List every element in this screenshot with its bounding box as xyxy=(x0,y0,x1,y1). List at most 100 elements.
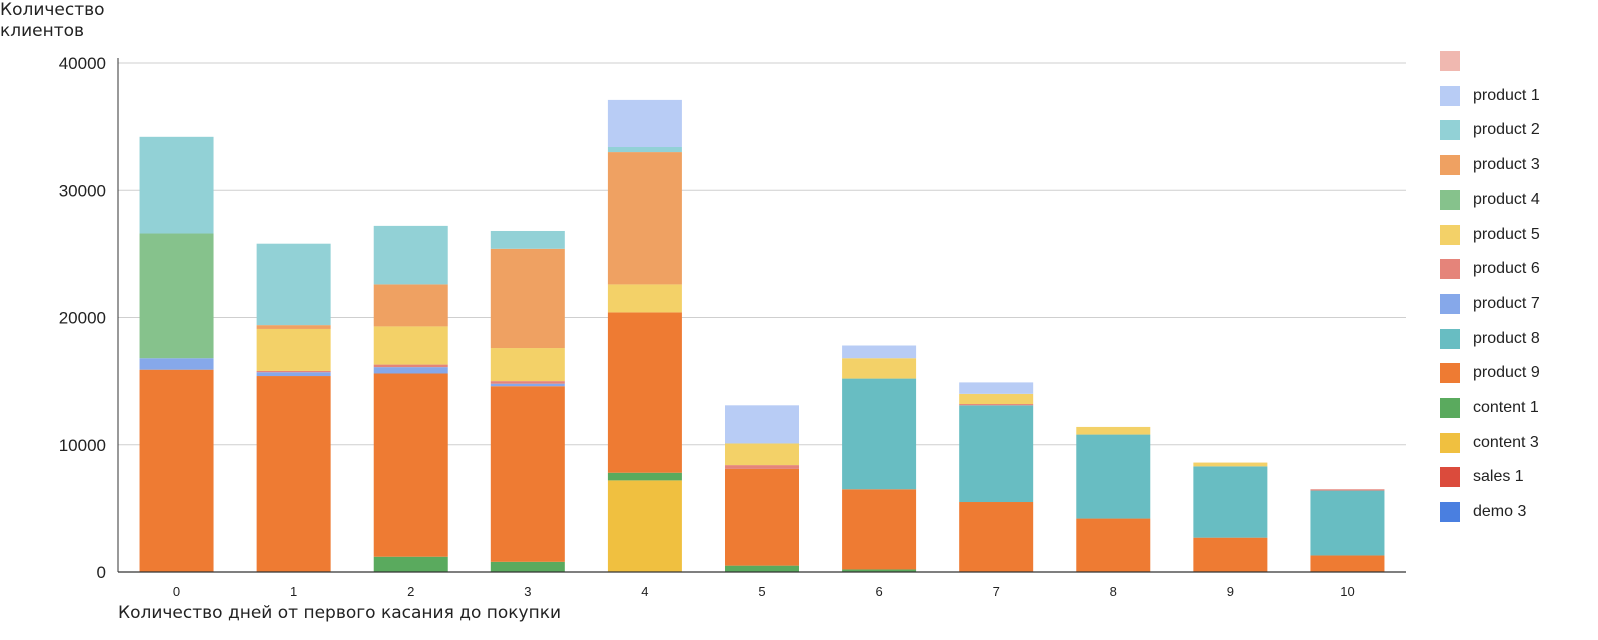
legend-label: product 7 xyxy=(1473,294,1540,312)
bar-segment-product-5-3 xyxy=(490,348,565,382)
bar-segment-product-9-6 xyxy=(842,489,917,570)
legend-item: product 6 xyxy=(1440,258,1540,280)
legend-swatch xyxy=(1440,120,1460,141)
legend-label: product 4 xyxy=(1473,190,1540,208)
bar-segment-product-9-4 xyxy=(607,312,682,473)
bar-segment-product-5-4 xyxy=(607,284,682,313)
legend-swatch xyxy=(1440,155,1460,176)
bar-segment-content-3-4 xyxy=(607,480,682,572)
bar-segment-product-2-3 xyxy=(490,230,565,249)
legend-item: product 7 xyxy=(1440,293,1540,315)
legend-swatch xyxy=(1440,328,1460,349)
x-tick-label: 9 xyxy=(1227,584,1234,599)
legend-label: product 9 xyxy=(1473,364,1540,382)
x-axis-title: Количество дней от первого касания до по… xyxy=(118,603,562,623)
bar-segment-product-1-7 xyxy=(959,382,1034,394)
legend-swatch xyxy=(1440,398,1460,418)
legend-item: product 1 xyxy=(1440,85,1540,107)
bar-segment-product-6-3 xyxy=(490,381,565,384)
legend-swatch xyxy=(1440,259,1460,280)
bar-segment-product-4-0 xyxy=(139,233,214,359)
legend-swatch xyxy=(1440,432,1460,453)
bar-segment-product-7-1 xyxy=(256,372,331,377)
legend-label: product 5 xyxy=(1473,225,1540,243)
legend-label: product 8 xyxy=(1473,329,1540,347)
bar-segment-product-9-9 xyxy=(1193,537,1268,572)
bar-segment-product-7-3 xyxy=(490,383,565,387)
x-tick-label: 2 xyxy=(407,584,414,599)
bar-segment-product-8-9 xyxy=(1193,466,1268,538)
x-tick-label: 0 xyxy=(173,584,180,599)
x-tick-label: 5 xyxy=(758,584,765,599)
bar-segment-product-3-3 xyxy=(490,248,565,349)
legend-item: product 5 xyxy=(1440,224,1540,246)
legend-swatch xyxy=(1440,85,1460,106)
legend-label: product 3 xyxy=(1473,156,1540,174)
bar-segment-product-7-2 xyxy=(373,367,448,374)
bar-segment-content-1-2 xyxy=(373,556,448,572)
bar-segment-product-5-8 xyxy=(1076,426,1151,435)
legend-label: product 6 xyxy=(1473,260,1540,278)
bar-segment-product-3-4 xyxy=(607,152,682,285)
bar-segment-product-9-10 xyxy=(1310,555,1385,572)
y-tick-label: 10000 xyxy=(59,436,106,455)
legend-item: demo 3 xyxy=(1440,501,1526,523)
bar-segment-product-2-0 xyxy=(139,136,214,234)
bar-segment-product-5-6 xyxy=(842,358,917,379)
y-axis-title-line-1: Количество xyxy=(0,0,105,20)
legend-item xyxy=(1440,50,1473,72)
y-tick-label: 20000 xyxy=(59,309,106,328)
bar-segment-product-7-0 xyxy=(139,358,214,370)
legend-label: demo 3 xyxy=(1473,503,1527,521)
legend-swatch xyxy=(1440,51,1460,71)
bar-segment-content-1-5 xyxy=(725,565,799,572)
bar-segment-product-8-8 xyxy=(1076,434,1151,519)
bar-segment-product-1-4 xyxy=(607,99,682,147)
legend-swatch xyxy=(1440,467,1460,488)
bar-segment-product-8-10 xyxy=(1310,490,1385,556)
bar-segment-product-9-5 xyxy=(725,468,799,566)
legend-label: product 2 xyxy=(1473,121,1540,139)
bar-segment-content-1-4 xyxy=(607,472,682,481)
x-tick-label: 1 xyxy=(290,584,297,599)
legend-swatch xyxy=(1440,363,1460,384)
legend-item: content 3 xyxy=(1440,432,1539,454)
bar-segment-content-1-3 xyxy=(490,561,565,572)
legend-label: content 1 xyxy=(1473,399,1539,416)
bar-segment-product-5-2 xyxy=(373,326,448,365)
legend-item: product 2 xyxy=(1440,119,1540,141)
y-axis-title: Количество клиентов xyxy=(0,0,105,42)
bar-segment-product-9-3 xyxy=(490,386,565,562)
bar-segment-product-8-7 xyxy=(959,405,1034,503)
bar-segment-product-5-5 xyxy=(725,443,799,466)
legend-item: product 8 xyxy=(1440,328,1540,350)
legend-swatch xyxy=(1440,293,1460,314)
bar-segment-product-3-1 xyxy=(256,325,331,329)
bar-segment-product-5-9 xyxy=(1193,462,1268,467)
bar-segment-product-8-6 xyxy=(842,378,917,490)
bar-segment-product-1-6 xyxy=(842,345,917,359)
bar-segment-product-6-5 xyxy=(725,465,799,469)
legend-item: content 1 xyxy=(1440,397,1539,419)
y-axis-title-line-2: клиентов xyxy=(0,21,85,41)
legend-item: sales 1 xyxy=(1440,466,1524,488)
bar-segment-product-6-10 xyxy=(1310,489,1385,491)
y-tick-label: 0 xyxy=(97,563,106,582)
bar-segment-product-2-4 xyxy=(607,146,682,153)
bar-segment-product-6-1 xyxy=(256,370,331,373)
legend-label: sales 1 xyxy=(1473,468,1524,486)
y-tick-label: 40000 xyxy=(59,54,106,73)
legend-swatch xyxy=(1440,502,1460,523)
x-tick-label: 8 xyxy=(1110,584,1117,599)
y-tick-label: 30000 xyxy=(59,181,106,200)
bar-segment-product-9-1 xyxy=(256,376,331,572)
legend-swatch xyxy=(1440,189,1460,210)
bar-segment-product-6-2 xyxy=(373,364,448,368)
bar-segment-product-9-2 xyxy=(373,373,448,557)
x-tick-label: 6 xyxy=(875,584,882,599)
legend-label: content 3 xyxy=(1473,433,1539,451)
bar-segment-product-2-2 xyxy=(373,225,448,285)
bar-segment-content-1-6 xyxy=(842,569,917,572)
bar-segment-product-3-2 xyxy=(373,284,448,327)
